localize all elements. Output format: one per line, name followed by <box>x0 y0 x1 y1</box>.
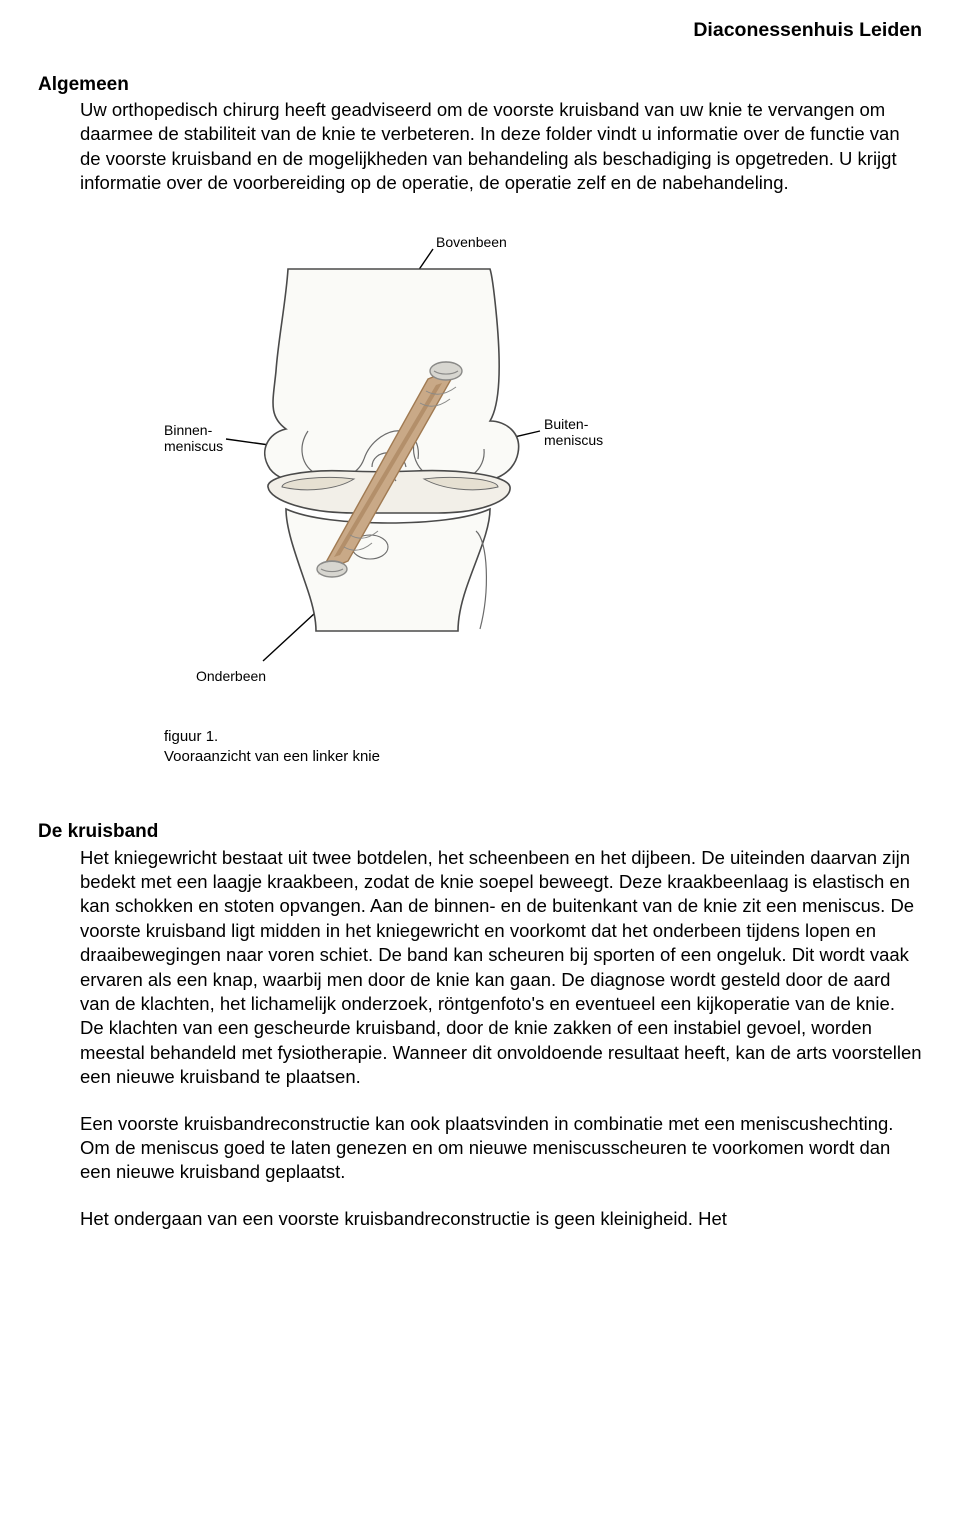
figure-label-binnen1: Binnen- <box>164 422 213 438</box>
section-algemeen: Algemeen Uw orthopedisch chirurg heeft g… <box>38 72 922 196</box>
para-kruisband-2: De klachten van een gescheurde kruisband… <box>80 1016 922 1089</box>
para-kruisband-3: Een voorste kruisbandreconstructie kan o… <box>80 1112 922 1185</box>
institution-header: Diaconessenhuis Leiden <box>38 18 922 44</box>
para-kruisband-1: Het kniegewricht bestaat uit twee botdel… <box>80 846 922 1017</box>
knee-diagram-svg: Bovenbeen Binnen- meniscus Buiten- menis… <box>158 231 638 791</box>
figure-label-buiten1: Buiten- <box>544 416 589 432</box>
section-body-algemeen: Uw orthopedisch chirurg heeft geadviseer… <box>80 98 922 196</box>
figure-caption-2: Vooraanzicht van een linker knie <box>164 748 380 765</box>
para-algemeen: Uw orthopedisch chirurg heeft geadviseer… <box>80 98 922 196</box>
section-kruisband: De kruisband Het kniegewricht bestaat ui… <box>38 819 922 1231</box>
figure-label-onderbeen: Onderbeen <box>196 668 266 684</box>
figure-label-binnen2: meniscus <box>164 438 223 454</box>
section-title-kruisband: De kruisband <box>38 819 922 844</box>
knee-figure: Bovenbeen Binnen- meniscus Buiten- menis… <box>158 231 922 791</box>
figure-label-buiten2: meniscus <box>544 432 603 448</box>
figure-label-bovenbeen: Bovenbeen <box>436 234 507 250</box>
section-title-algemeen: Algemeen <box>38 72 922 97</box>
para-kruisband-4: Het ondergaan van een voorste kruisbandr… <box>80 1207 922 1231</box>
figure-caption-1: figuur 1. <box>164 728 218 745</box>
section-body-kruisband: Het kniegewricht bestaat uit twee botdel… <box>80 846 922 1232</box>
